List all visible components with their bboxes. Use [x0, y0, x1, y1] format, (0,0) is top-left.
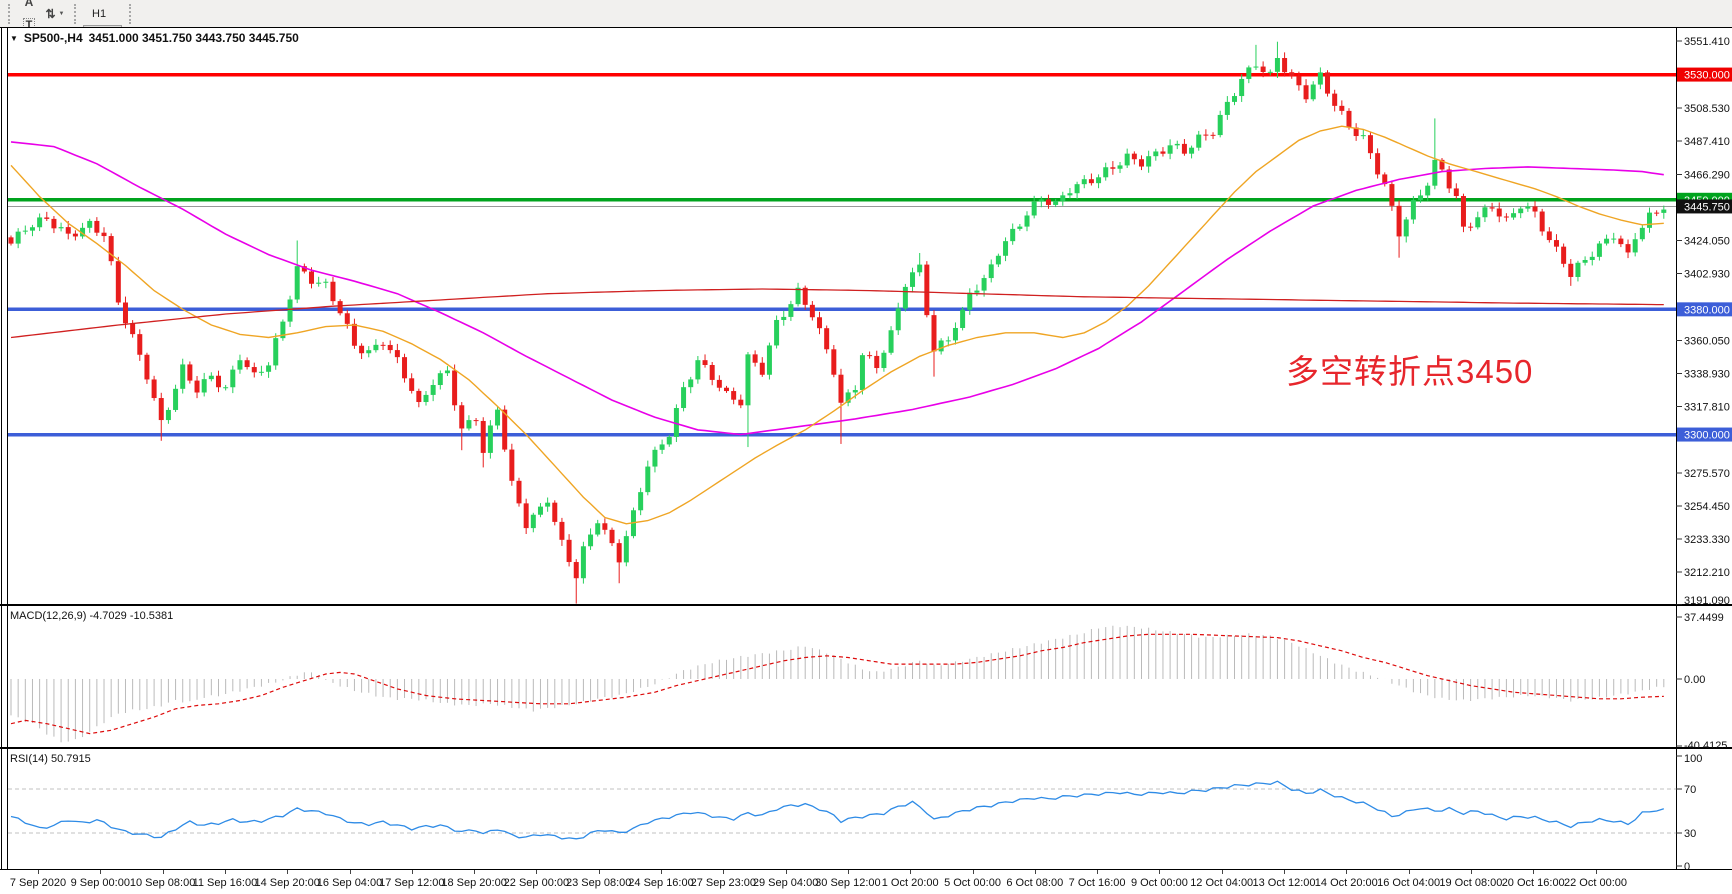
- time-label: 14 Oct 20:00: [1314, 877, 1378, 889]
- time-label: 14 Sep 20:00: [254, 877, 320, 889]
- time-label: 11 Sep 16:00: [192, 877, 258, 889]
- svg-text:3380.000: 3380.000: [1684, 304, 1730, 316]
- svg-text:3191.090: 3191.090: [1684, 595, 1730, 605]
- svg-text:3317.810: 3317.810: [1684, 402, 1730, 414]
- time-tick: [847, 870, 849, 874]
- tf-button-h1[interactable]: H1: [92, 7, 107, 20]
- time-tick: [1595, 870, 1597, 874]
- svg-text:3445.750: 3445.750: [1684, 201, 1730, 213]
- time-label: 7 Oct 16:00: [1068, 877, 1126, 889]
- time-tick: [1159, 870, 1161, 874]
- svg-text:3300.000: 3300.000: [1684, 430, 1730, 442]
- svg-text:0: 0: [1684, 861, 1690, 870]
- svg-text:3530.000: 3530.000: [1684, 70, 1730, 82]
- time-label: 13 Oct 12:00: [1252, 877, 1316, 889]
- time-tick: [349, 870, 351, 874]
- font-a-button[interactable]: A: [16, 0, 42, 14]
- rsi-panel[interactable]: 100 70 30 0: [0, 748, 1732, 870]
- time-label: 20 Oct 16:00: [1501, 877, 1565, 889]
- time-tick: [1346, 870, 1348, 874]
- time-label: 29 Sep 04:00: [752, 877, 819, 889]
- time-tick: [598, 870, 600, 874]
- svg-text:3360.050: 3360.050: [1684, 336, 1730, 348]
- svg-text:3402.930: 3402.930: [1684, 268, 1730, 280]
- svg-text:3466.290: 3466.290: [1684, 169, 1730, 181]
- time-label: 7 Sep 2020: [9, 877, 67, 889]
- time-tick: [1034, 870, 1036, 874]
- toolbar-grip-icon[interactable]: [129, 3, 132, 24]
- svg-text:3551.410: 3551.410: [1684, 36, 1730, 48]
- time-label: 12 Oct 04:00: [1190, 877, 1254, 889]
- time-tick: [1221, 870, 1223, 874]
- time-label: 1 Oct 20:00: [881, 877, 939, 889]
- time-label: 10 Sep 08:00: [129, 877, 196, 889]
- time-label: 24 Sep 16:00: [628, 877, 694, 889]
- svg-text:0.00: 0.00: [1684, 674, 1705, 686]
- time-label: 9 Oct 00:00: [1130, 877, 1188, 889]
- time-label: 9 Sep 00:00: [70, 877, 130, 889]
- time-axis[interactable]: 7 Sep 2020 9 Sep 00:00 10 Sep 08:00 11 Sep …: [0, 870, 1732, 894]
- time-tick: [1470, 870, 1472, 874]
- svg-text:3487.410: 3487.410: [1684, 136, 1730, 148]
- svg-text:3424.050: 3424.050: [1684, 235, 1730, 247]
- svg-text:3508.530: 3508.530: [1684, 103, 1730, 115]
- time-label: 19 Oct 08:00: [1439, 877, 1503, 889]
- indicators-dropdown-button[interactable]: ⇅ ▼: [42, 2, 68, 25]
- time-label: 23 Sep 08:00: [565, 877, 632, 889]
- main-chart-panel[interactable]: 3551.410 3508.530 3487.410 3466.290 3424.050…: [0, 27, 1732, 605]
- time-tick: [723, 870, 725, 874]
- time-tick: [1097, 870, 1099, 874]
- time-label: 17 Sep 12:00: [379, 877, 445, 889]
- svg-text:3254.450: 3254.450: [1684, 501, 1730, 513]
- time-tick: [1284, 870, 1285, 874]
- time-tick: [162, 870, 164, 874]
- time-tick: [224, 870, 226, 874]
- time-tick: [287, 870, 289, 874]
- svg-text:30: 30: [1684, 828, 1696, 840]
- svg-text:37.4499: 37.4499: [1684, 612, 1724, 624]
- svg-text:3338.930: 3338.930: [1684, 369, 1730, 381]
- time-tick: [38, 870, 39, 874]
- time-label: 27 Sep 23:00: [690, 877, 757, 889]
- svg-text:3212.210: 3212.210: [1684, 567, 1730, 579]
- time-label: 16 Oct 04:00: [1377, 877, 1441, 889]
- time-tick: [785, 870, 787, 874]
- ma-flat-red: [10, 288, 1664, 339]
- time-tick: [661, 870, 662, 874]
- time-label: 30 Sep 12:00: [815, 877, 881, 889]
- time-tick: [474, 870, 476, 874]
- svg-text:3233.330: 3233.330: [1684, 534, 1730, 546]
- time-label: 6 Oct 08:00: [1006, 877, 1064, 889]
- svg-text:100: 100: [1684, 753, 1702, 765]
- toolbar-grip-icon[interactable]: [8, 3, 10, 24]
- ma-slow-magenta: [10, 141, 1664, 436]
- toolbar: FAT⇅ ⇅ ▼ M1M5M15M30H1H4D1W1MN: [0, 0, 1732, 112]
- chart-window: 3551.410 3508.530 3487.410 3466.290 3424.050…: [0, 27, 1732, 894]
- toolbar-grip-icon[interactable]: [74, 3, 76, 24]
- ma-mid-orange: [10, 125, 1664, 525]
- time-tick: [100, 870, 102, 874]
- time-label: 18 Sep 20:00: [441, 877, 507, 889]
- font-a-icon: A: [24, 0, 34, 9]
- chevron-down-icon: ▼: [58, 10, 65, 17]
- time-label: 22 Oct 00:00: [1564, 877, 1627, 889]
- time-tick: [536, 870, 538, 874]
- time-label: 16 Sep 04:00: [316, 877, 383, 889]
- svg-text:-40.4125: -40.4125: [1684, 740, 1727, 748]
- svg-text:70: 70: [1684, 784, 1696, 796]
- time-tick: [910, 870, 912, 874]
- sort-arrows-icon: ⇅: [45, 6, 56, 21]
- time-tick: [972, 870, 974, 874]
- time-tick: [411, 870, 413, 874]
- time-tick: [1533, 870, 1535, 874]
- svg-text:3275.570: 3275.570: [1684, 468, 1730, 480]
- time-tick: [1408, 870, 1410, 874]
- time-label: 22 Sep 00:00: [503, 877, 570, 889]
- macd-panel[interactable]: 37.4499 0.00 -40.4125: [0, 605, 1732, 748]
- time-label: 5 Oct 00:00: [944, 877, 1001, 889]
